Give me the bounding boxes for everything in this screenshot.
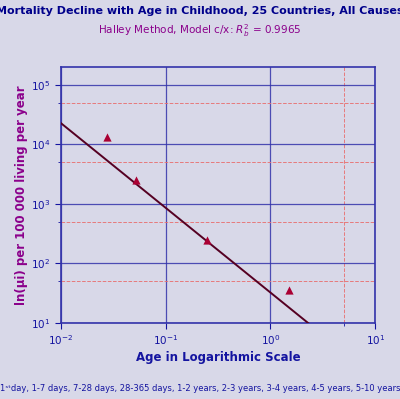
Point [359, 365, 366, 371]
Text: Mortality Decline with Age in Childhood, 25 Countries, All Causes: Mortality Decline with Age in Childhood,… [0, 6, 400, 16]
Point [336, 351, 342, 357]
Point [324, 340, 331, 346]
Point [309, 329, 316, 335]
Text: 1ˢᵗday, 1-7 days, 7-28 days, 28-365 days, 1-2 years, 2-3 years, 3-4 years, 4-5 y: 1ˢᵗday, 1-7 days, 7-28 days, 28-365 days… [0, 384, 400, 393]
Y-axis label: ln(μi) per 100 000 living per year: ln(μi) per 100 000 living per year [15, 85, 28, 304]
Point [104, 134, 110, 140]
Point [286, 287, 292, 294]
Point [338, 353, 344, 359]
Point [204, 236, 210, 243]
Point [0, 93, 5, 99]
Point [133, 177, 139, 183]
Text: Halley Method, Model c/x: $R^2_b$ = 0.9965: Halley Method, Model c/x: $R^2_b$ = 0.99… [98, 22, 302, 39]
X-axis label: Age in Logarithmic Scale: Age in Logarithmic Scale [136, 351, 300, 364]
